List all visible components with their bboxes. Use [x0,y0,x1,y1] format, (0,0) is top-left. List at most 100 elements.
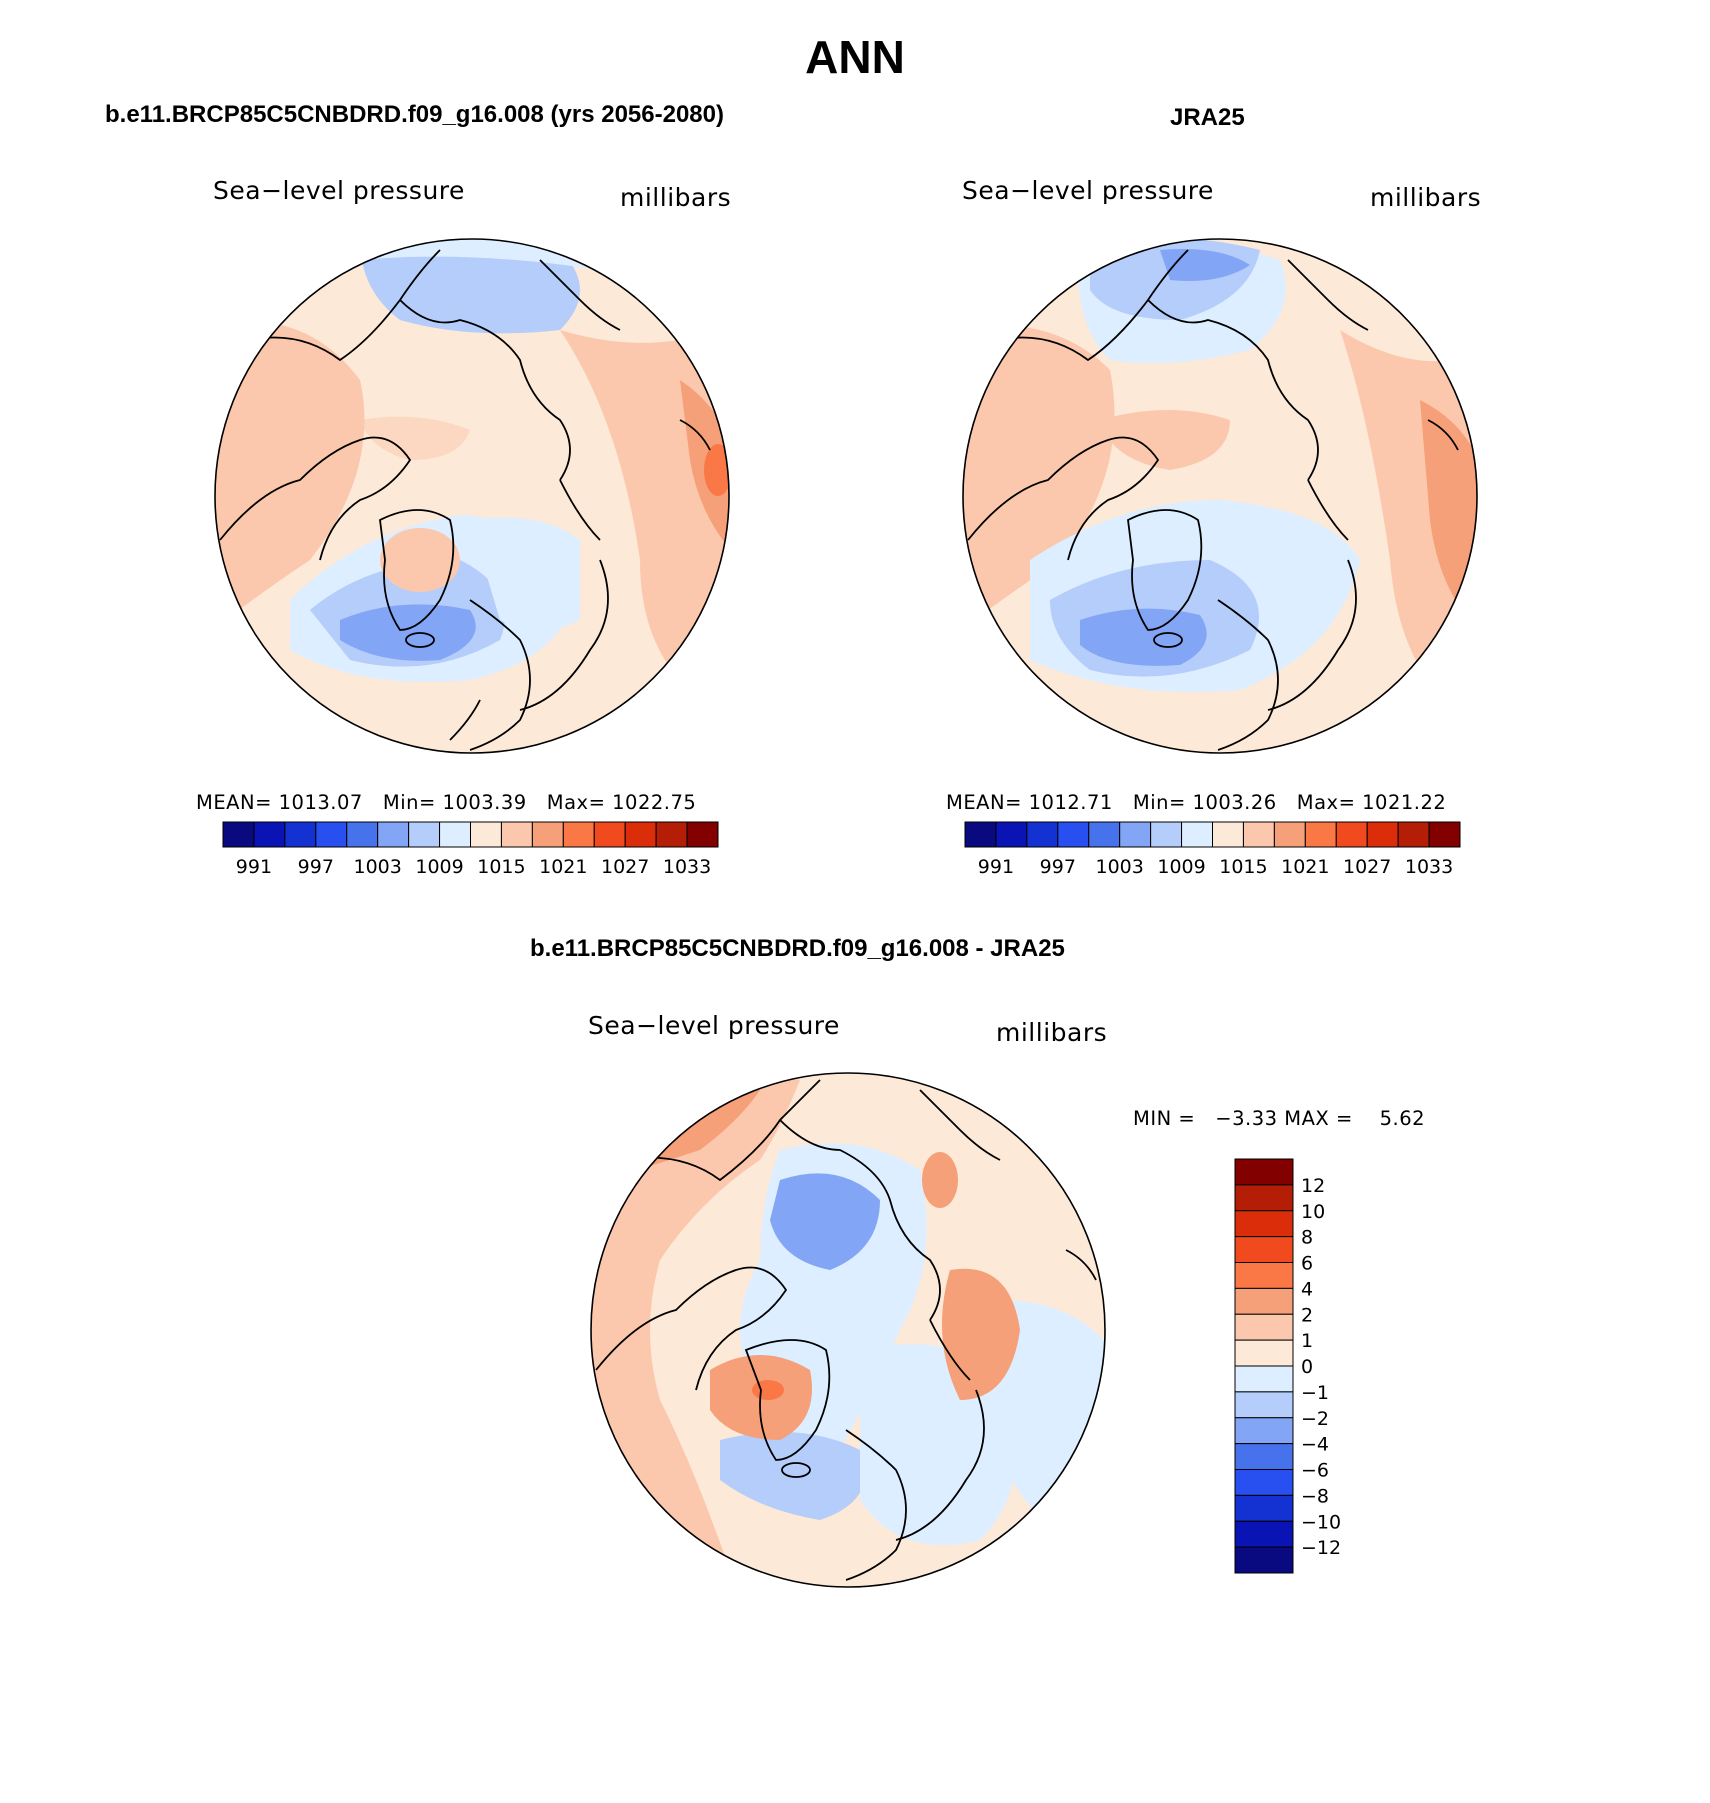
colorbar-tick-label: 0 [1301,1356,1313,1378]
colorbar-swatch [1088,821,1121,848]
colorbar-tick-label: −12 [1301,1537,1341,1559]
colorbar-swatch [1234,1443,1294,1470]
model-map [214,238,730,754]
colorbar-tick-label: −1 [1301,1382,1329,1404]
colorbar-tick-label: 991 [978,856,1014,878]
colorbar-swatch [1057,821,1090,848]
colorbar-swatch [377,821,410,848]
colorbar-tick-label: 1003 [1096,856,1144,878]
obs-panel-title: JRA25 [1170,104,1245,131]
colorbar-tick-label: −2 [1301,1408,1329,1430]
colorbar-swatch [1234,1262,1294,1289]
mean-value: 1012.71 [1028,791,1113,814]
colorbar-swatch [1304,821,1337,848]
colorbar-swatch [500,821,533,848]
model-variable-label: Sea−level pressure [213,176,465,205]
diff-map [590,1072,1106,1588]
min-label: Min= [382,791,436,814]
colorbar-tick-label: 1033 [663,856,711,878]
colorbar-tick-label: 991 [236,856,272,878]
max-label: Max= [546,791,606,814]
colorbar-swatch [964,821,997,848]
colorbar-swatch [1234,1365,1294,1393]
colorbar-swatch [1234,1313,1294,1341]
colorbar-swatch [1428,821,1461,848]
model-stats: MEAN= 1013.07 Min= 1003.39 Max= 1022.75 [196,791,696,814]
obs-map [962,238,1478,754]
colorbar-swatch [531,821,564,848]
colorbar-tick-label: 4 [1301,1278,1313,1300]
min-label: Min= [1132,791,1186,814]
colorbar-swatch [1234,1417,1294,1445]
obs-stats: MEAN= 1012.71 Min= 1003.26 Max= 1021.22 [946,791,1446,814]
model-panel-title: b.e11.BRCP85C5CNBDRD.f09_g16.008 (yrs 20… [105,101,724,128]
colorbar-swatch [1150,821,1183,848]
colorbar-swatch [1397,821,1430,848]
colorbar-tick-label: −6 [1301,1460,1329,1482]
colorbar-tick-label: 1027 [1343,856,1391,878]
diff-stats: MIN = −3.33 MAX = 5.62 [1133,1107,1426,1130]
colorbar-swatch [470,821,502,848]
colorbar-tick-label: 12 [1301,1175,1325,1197]
colorbar-swatch [655,821,688,848]
colorbar-swatch [1212,821,1244,848]
colorbar-swatch [995,821,1028,848]
diff-units-label: millibars [996,1018,1108,1047]
max-value: 1021.22 [1362,791,1447,814]
max-label: Max= [1296,791,1356,814]
colorbar-tick-label: −8 [1301,1485,1329,1507]
model-units-label: millibars [620,183,732,212]
colorbar-tick-label: 1 [1301,1330,1313,1352]
colorbar-tick-label: 1033 [1405,856,1453,878]
colorbar-swatch [1366,821,1399,848]
colorbar-tick-label: 1021 [1281,856,1329,878]
colorbar-tick-label: 997 [298,856,334,878]
colorbar-tick-label: 1003 [354,856,402,878]
colorbar-swatch [408,821,441,848]
mean-label: MEAN= [946,791,1022,814]
colorbar-swatch [624,821,657,848]
min-value: 1003.39 [442,791,527,814]
colorbar-swatch [1181,821,1213,848]
colorbar-swatch [1273,821,1306,848]
colorbar-tick-label: 1015 [1219,856,1267,878]
colorbar-swatch [1234,1236,1294,1263]
colorbar-tick-label: 2 [1301,1304,1313,1326]
colorbar-swatch [1234,1184,1294,1212]
min-value: 1003.26 [1192,791,1277,814]
obs-units-label: millibars [1370,183,1482,212]
colorbar-swatch [593,821,626,848]
colorbar-tick-label: 10 [1301,1201,1325,1223]
obs-variable-label: Sea−level pressure [962,176,1214,205]
colorbar-swatch [315,821,348,848]
colorbar-swatch [1234,1494,1294,1522]
colorbar-swatch [1234,1391,1294,1419]
colorbar-tick-label: −10 [1301,1511,1341,1533]
model-colorbar: 991 997 1003 1009 1015 1021 1027 1033 [222,821,719,878]
colorbar-swatch [222,821,255,848]
colorbar-tick-label: 1009 [415,856,463,878]
diff-variable-label: Sea−level pressure [588,1011,840,1040]
colorbar-tick-label: 1009 [1157,856,1205,878]
colorbar-tick-label: 6 [1301,1253,1313,1275]
colorbar-swatch [1026,821,1059,848]
colorbar-swatch [284,821,317,848]
colorbar-swatch [346,821,379,848]
page-title: ANN [805,31,905,83]
colorbar-tick-label: 1021 [539,856,587,878]
mean-label: MEAN= [196,791,272,814]
max-value: 1022.75 [612,791,697,814]
colorbar-tick-label: 1015 [477,856,525,878]
colorbar-tick-label: 1027 [601,856,649,878]
colorbar-swatch [1119,821,1152,848]
colorbar-swatch [562,821,595,848]
colorbar-tick-label: −4 [1301,1434,1329,1456]
colorbar-swatch [1234,1210,1294,1238]
diff-panel-title: b.e11.BRCP85C5CNBDRD.f09_g16.008 - JRA25 [530,935,1065,962]
colorbar-tick-label: 8 [1301,1227,1313,1249]
colorbar-swatch [1234,1546,1294,1574]
mean-value: 1013.07 [278,791,363,814]
obs-colorbar: 991 997 1003 1009 1015 1021 1027 1033 [964,821,1461,878]
